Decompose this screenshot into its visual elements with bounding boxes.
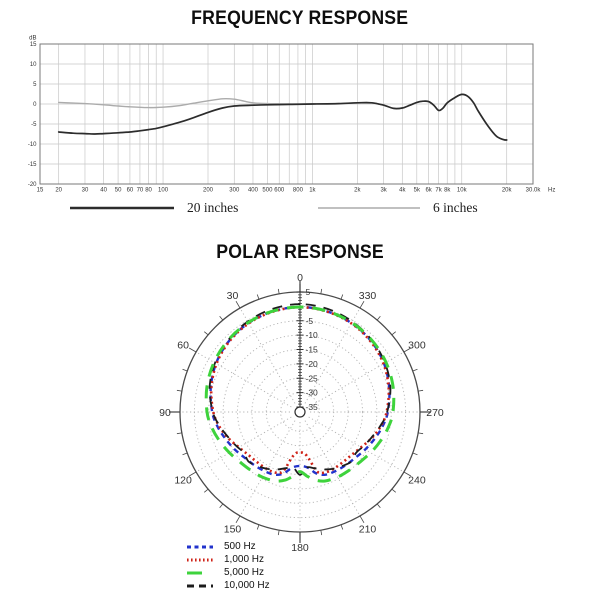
svg-text:240: 240 [408, 474, 426, 486]
svg-text:-20: -20 [28, 182, 37, 188]
svg-text:7k: 7k [435, 188, 442, 194]
polar-legend-label: 10,000 Hz [224, 580, 270, 591]
svg-text:0: 0 [297, 272, 303, 284]
freq-legend-label: 20 inches [187, 200, 239, 215]
svg-text:-15: -15 [28, 162, 37, 168]
polar-response-title: POLAR RESPONSE [0, 242, 600, 264]
svg-text:30: 30 [82, 188, 89, 194]
svg-text:-10: -10 [28, 142, 37, 148]
svg-text:15: 15 [30, 42, 37, 48]
svg-text:10k: 10k [457, 188, 468, 194]
polar-legend-item: 5,000 Hz [186, 566, 270, 579]
polar-series-10-000-Hz [208, 303, 392, 476]
polar-legend-item: 500 Hz [186, 540, 270, 553]
svg-text:800: 800 [293, 188, 304, 194]
polar-legend-label: 1,000 Hz [224, 554, 265, 565]
svg-text:270: 270 [426, 407, 444, 419]
svg-text:20k: 20k [502, 188, 513, 194]
svg-text:8k: 8k [444, 188, 451, 194]
svg-text:-20: -20 [306, 359, 319, 369]
svg-text:400: 400 [248, 188, 259, 194]
svg-text:5k: 5k [414, 188, 421, 194]
svg-text:600: 600 [274, 188, 285, 194]
freq-legend-label: 6 inches [433, 200, 478, 215]
svg-text:15: 15 [37, 188, 44, 194]
svg-text:300: 300 [408, 339, 426, 351]
polar-response-title-text: POLAR RESPONSE [216, 242, 384, 263]
svg-text:60: 60 [127, 188, 134, 194]
polar-legend-item: 1,000 Hz [186, 553, 270, 566]
svg-text:2k: 2k [354, 188, 361, 194]
freq-legend-item: 20 inches [70, 200, 238, 216]
svg-text:180: 180 [291, 542, 309, 554]
polar-legend-label: 5,000 Hz [224, 567, 265, 578]
svg-text:dB: dB [29, 36, 36, 42]
svg-text:100: 100 [158, 188, 169, 194]
polar-legend-line-sample [187, 584, 213, 587]
polar-angle-labels: 0 30 60 90 120 150 180 210 240 270 300 330 [159, 272, 444, 554]
svg-text:80: 80 [145, 188, 152, 194]
svg-text:10: 10 [30, 62, 37, 68]
freq-series-6-inches [58, 93, 508, 141]
svg-text:0: 0 [33, 102, 37, 108]
svg-text:30: 30 [227, 290, 239, 302]
polar-legend-item: 10,000 Hz [186, 579, 270, 592]
svg-text:-5: -5 [31, 122, 37, 128]
freq-plot-border [39, 43, 534, 185]
polar-legend-line-sample [187, 545, 213, 548]
svg-text:5: 5 [306, 287, 311, 297]
polar-series-500-Hz [209, 305, 391, 477]
svg-text:200: 200 [203, 188, 214, 194]
svg-text:4k: 4k [399, 188, 406, 194]
polar-radial-labels: 5 -5 -10 -15 -20 -25 -30 -35 [306, 287, 319, 412]
frequency-response-title-text: FREQUENCY RESPONSE [191, 8, 409, 29]
freq-legend-line-sample [318, 207, 420, 209]
polar-legend-line-sample [187, 558, 213, 561]
polar-legend-label: 500 Hz [224, 541, 256, 552]
svg-text:1k: 1k [309, 188, 316, 194]
polar-center-circle [294, 406, 306, 418]
svg-text:500: 500 [262, 188, 273, 194]
polar-response-legend: 500 Hz 1,000 Hz 5,000 Hz 10,000 Hz [186, 540, 270, 592]
svg-text:40: 40 [100, 188, 107, 194]
svg-text:6k: 6k [425, 188, 432, 194]
svg-text:-30: -30 [306, 388, 319, 398]
polar-series-5-000-Hz [204, 305, 396, 483]
svg-text:50: 50 [115, 188, 122, 194]
svg-text:120: 120 [174, 474, 192, 486]
freq-legend-item: 6 inches [318, 200, 478, 216]
svg-text:-15: -15 [306, 345, 319, 355]
frequency-response-title: FREQUENCY RESPONSE [0, 8, 600, 30]
polar-response-chart: 5 -5 -10 -15 -20 -25 -30 -35 0 30 60 90 120 150 180 210… [159, 272, 444, 554]
freq-x-axis-labels: 15 20 30 40 50 60 70 80 100 200 300 400 500 600 800 1k 2… [37, 188, 556, 194]
svg-text:300: 300 [229, 188, 240, 194]
svg-text:20: 20 [55, 188, 62, 194]
svg-text:3k: 3k [380, 188, 387, 194]
freq-legend-line-sample [70, 206, 174, 210]
polar-radial-ruler [296, 284, 304, 412]
freq-grid [40, 44, 533, 184]
svg-text:5: 5 [33, 82, 37, 88]
svg-text:Hz: Hz [548, 188, 555, 194]
svg-text:210: 210 [359, 524, 377, 536]
svg-text:-25: -25 [306, 373, 319, 383]
svg-text:60: 60 [177, 339, 189, 351]
svg-text:-35: -35 [306, 402, 319, 412]
svg-text:30.0k: 30.0k [526, 188, 542, 194]
svg-text:-10: -10 [306, 330, 319, 340]
freq-series-20-inches [57, 93, 508, 141]
svg-text:-5: -5 [306, 316, 314, 326]
polar-legend-line-sample [187, 571, 202, 574]
svg-text:90: 90 [159, 407, 171, 419]
polar-angle-ticks [169, 281, 431, 543]
svg-text:70: 70 [137, 188, 144, 194]
svg-text:150: 150 [224, 524, 242, 536]
svg-text:330: 330 [359, 290, 377, 302]
